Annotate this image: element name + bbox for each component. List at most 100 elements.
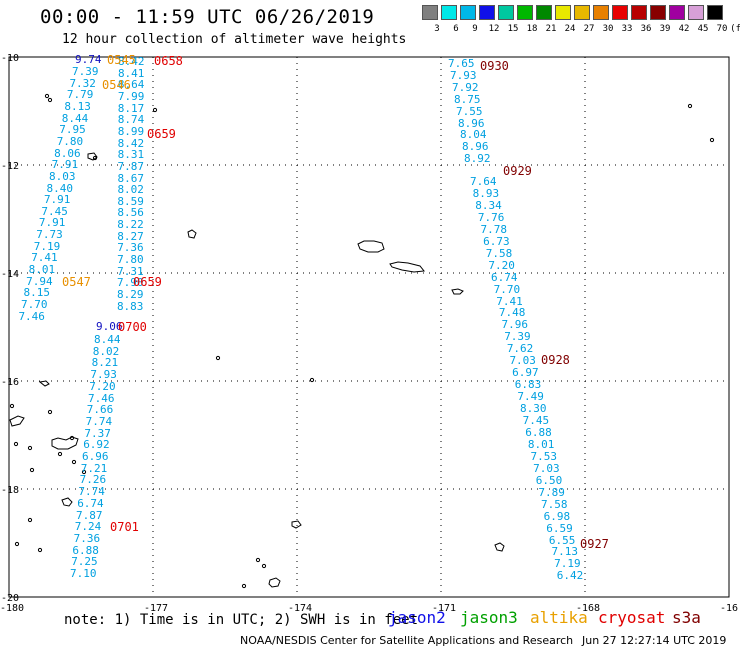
wave-height-label: 8.06 [54,146,81,160]
wave-height-label: 7.91 [51,158,79,172]
wave-height-label: 8.27 [117,229,144,243]
coastline-islet-2 [187,229,197,239]
island-dot [13,441,19,447]
color-scale-label: 45 [697,24,709,34]
wave-height-label: 6.96 [82,450,109,463]
island-dot [687,103,693,109]
color-swatch [631,5,647,20]
lat-tick-label: -12 [1,161,19,172]
wave-height-label: 7.36 [117,241,144,255]
wave-height-label: 6.83 [514,378,542,392]
wave-height-label: 8.56 [117,206,144,220]
wave-height-label: 7.64 [470,175,497,188]
wave-height-label: 7.24 [74,520,102,534]
color-scale-unit: (ft) [730,24,740,34]
wave-height-label: 8.96 [458,116,485,130]
lat-tick-label: -14 [1,269,19,280]
legend-s3a: s3a [672,608,701,627]
wave-height-label: 7.65 [448,57,475,70]
wave-height-label: 7.36 [73,531,101,545]
legend-jason3: jason3 [460,608,518,627]
legend-altika: altika [530,608,588,627]
footer-timestamp: Jun 27 12:27:14 UTC 2019 [582,634,727,647]
coastline-samoa-tutuila [389,261,425,273]
island-dot [71,459,77,465]
island-dot [29,467,35,473]
island-dot [709,137,715,143]
footer-credit: NOAA/NESDIS Center for Satellite Applica… [240,634,574,647]
island-dot [215,355,221,361]
wave-height-label: 8.44 [94,333,121,346]
wave-height-label: 7.74 [78,485,105,499]
lat-tick-label: -16 [1,377,19,388]
wave-height-label: 7.25 [71,555,98,569]
wave-height-label: 6.88 [72,543,99,557]
wave-height-label: 7.39 [72,65,99,78]
island-dot [152,107,158,113]
small-islands [9,93,715,589]
wave-height-label: 7.74 [85,414,113,428]
wave-height-label: 6.98 [543,509,571,523]
color-scale-label: 24 [564,24,576,34]
wave-height-label: 7.70 [493,282,521,296]
wave-height-label: 7.41 [496,294,523,308]
wave-height-label: 6.42 [556,569,584,583]
color-scale-label: 39 [659,24,671,34]
wave-height-label: 8.59 [117,194,144,208]
wave-height-label: 8.83 [116,299,144,313]
pass-time-label: 0546 [102,78,131,92]
wave-height-label: 7.03 [533,461,560,475]
pass-time-label: 0700 [118,320,147,334]
wave-height-label: 8.42 [118,55,145,68]
wave-height-label-high: 9.06 [96,320,123,333]
map-title: 00:00 - 11:59 UTC 06/26/2019 [40,6,375,28]
wave-height-label: 7.26 [79,473,107,487]
wave-height-label: 8.04 [460,128,487,142]
wave-height-label: 8.01 [527,437,555,451]
color-scale-label: 42 [678,24,690,34]
coastline-islet-6 [61,497,73,507]
color-swatch [517,5,533,20]
wave-height-label: 8.74 [117,113,145,127]
wave-height-label: 8.67 [117,171,145,185]
color-scale-label: 9 [472,24,478,34]
island-dot [47,97,53,103]
wave-height-label: 7.87 [76,508,103,522]
lon-tick-label: -180 [0,603,24,614]
coastline-islet-3 [494,542,505,552]
wave-height-label: 8.13 [64,99,91,113]
coastline-islet-4 [451,288,464,295]
wave-height-label: 7.80 [56,134,84,148]
coastlines [9,152,505,588]
island-dot [14,541,20,547]
color-scale-label: 3 [434,24,440,34]
island-dot [261,563,267,569]
island-dot [27,445,33,451]
color-swatch [498,5,514,20]
color-swatch [479,5,495,20]
map-subtitle: 12 hour collection of altimeter wave hei… [62,32,407,47]
wave-height-label: 7.46 [18,309,45,323]
island-dot [241,583,247,589]
wave-height-label: 7.96 [501,318,529,332]
color-scale-label: 6 [453,24,459,34]
wave-height-label: 7.37 [84,426,111,440]
wave-height-label: 7.20 [488,258,515,272]
map-frame [8,56,730,598]
wave-height-label: 8.21 [91,356,119,370]
pass-time-label: 0659 [147,127,176,141]
wave-height-label: 8.41 [117,66,145,80]
color-scale-label: 70 [716,24,728,34]
pass-time-label: 0701 [110,520,139,534]
wave-height-label: 7.19 [554,557,581,571]
wave-height-label: 6.97 [512,366,539,380]
wave-height-label-high: 9.74 [75,53,102,66]
wave-height-label: 7.66 [86,403,114,417]
wave-height-label: 7.91 [38,216,66,230]
lon-tick-label: -174 [288,603,312,614]
wave-height-label: 7.10 [70,567,97,580]
color-swatch [574,5,590,20]
wave-height-label: 6.74 [491,270,518,284]
pass-time-label: 0930 [480,59,509,73]
